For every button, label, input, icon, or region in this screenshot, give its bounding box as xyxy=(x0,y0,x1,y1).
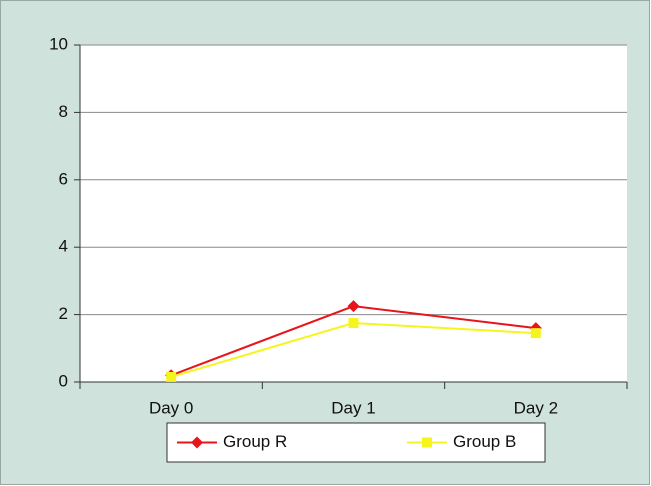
x-tick-label: Day 2 xyxy=(514,398,558,417)
y-tick-label: 4 xyxy=(59,237,68,256)
legend-box xyxy=(166,422,546,463)
data-point xyxy=(530,328,541,339)
plot-area xyxy=(80,45,627,382)
y-tick-label: 8 xyxy=(59,102,68,121)
y-tick-label: 6 xyxy=(59,169,68,188)
legend-marker xyxy=(422,437,432,448)
legend-label: Group R xyxy=(223,432,287,451)
data-point xyxy=(166,371,177,382)
legend-label: Group B xyxy=(453,432,516,451)
legend-marker xyxy=(191,436,203,449)
data-point xyxy=(348,318,359,329)
y-tick-label: 0 xyxy=(59,371,68,390)
y-tick-label: 10 xyxy=(49,34,68,53)
x-tick-label: Day 0 xyxy=(149,398,193,417)
x-tick-label: Day 1 xyxy=(331,398,375,417)
y-tick-label: 2 xyxy=(59,304,68,323)
data-point xyxy=(347,300,360,313)
